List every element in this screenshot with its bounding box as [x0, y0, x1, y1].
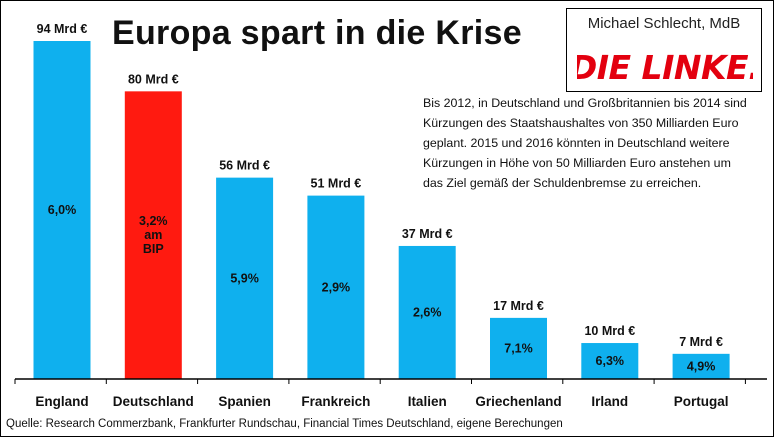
share-label: 3,2%	[139, 214, 168, 228]
category-label: Italien	[408, 394, 447, 409]
share-label: 4,9%	[687, 359, 716, 373]
category-label: Portugal	[674, 394, 729, 409]
value-label: 80 Mrd €	[128, 72, 179, 86]
party-logo: DIE LINKE.	[577, 48, 753, 87]
bar	[124, 91, 182, 379]
chart-title: Europa spart in die Krise	[112, 14, 522, 52]
value-label: 37 Mrd €	[402, 227, 453, 241]
share-label: am	[144, 228, 162, 242]
category-label: Frankreich	[301, 394, 370, 409]
share-label: 2,6%	[413, 305, 442, 319]
value-label: 7 Mrd €	[679, 335, 723, 349]
category-label: England	[35, 394, 88, 409]
value-label: 10 Mrd €	[584, 324, 635, 338]
source-note: Quelle: Research Commerzbank, Frankfurte…	[6, 418, 563, 430]
share-label: 5,9%	[230, 271, 259, 285]
party-logo-text: DIE LINKE.	[577, 48, 753, 87]
value-label: 17 Mrd €	[493, 299, 544, 313]
category-label: Deutschland	[113, 394, 194, 409]
share-label: BIP	[143, 242, 164, 256]
value-label: 56 Mrd €	[219, 159, 270, 173]
bar	[216, 177, 274, 379]
bar	[398, 245, 456, 379]
share-label: 2,9%	[322, 280, 351, 294]
bar	[490, 317, 547, 379]
bar	[672, 353, 730, 379]
category-label: Irland	[591, 394, 628, 409]
brand-box: Michael Schlecht, MdB DIE LINKE.	[566, 8, 762, 92]
category-label: Spanien	[218, 394, 271, 409]
category-label: Griechenland	[475, 394, 561, 409]
author-name: Michael Schlecht, MdB	[587, 15, 741, 32]
share-label: 6,3%	[596, 354, 625, 368]
value-label: 51 Mrd €	[311, 177, 362, 191]
annotation-text: Bis 2012, in Deutschland und Großbritann…	[423, 96, 747, 190]
bar	[581, 343, 639, 379]
bar	[307, 195, 365, 379]
value-label: 94 Mrd €	[37, 22, 88, 36]
share-label: 6,0%	[48, 203, 77, 217]
share-label: 7,1%	[504, 341, 533, 355]
bar	[33, 41, 91, 379]
